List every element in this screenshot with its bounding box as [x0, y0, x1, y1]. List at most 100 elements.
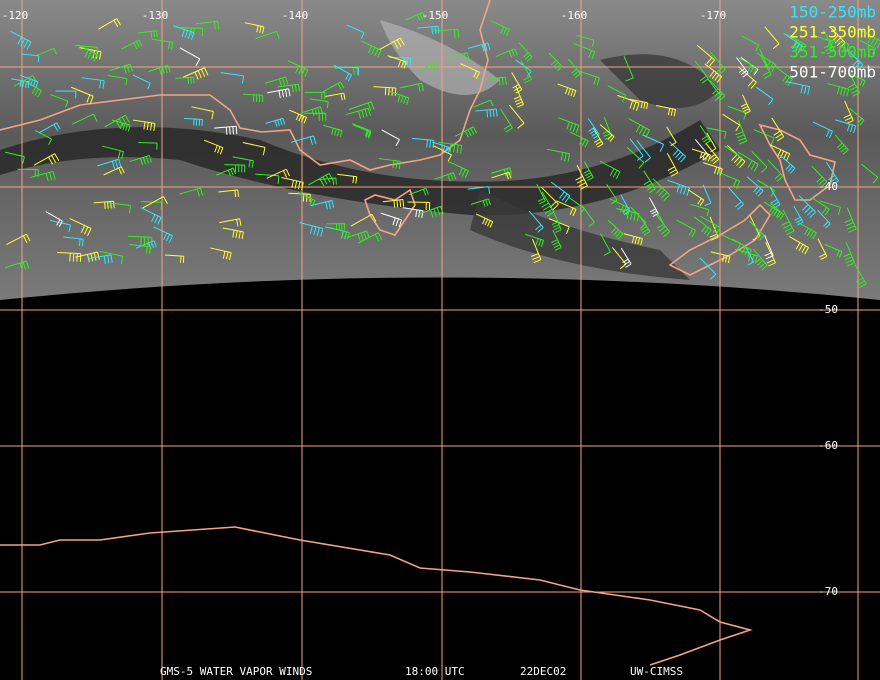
wind-barb — [346, 24, 365, 39]
wind-barb — [567, 196, 585, 215]
wind-barb — [575, 164, 588, 190]
wind-barb — [297, 192, 316, 207]
wind-barb — [178, 27, 203, 37]
wind-barb — [325, 92, 346, 101]
wind-barb — [70, 86, 94, 105]
wind-barb — [20, 74, 39, 88]
wind-barb — [789, 236, 809, 255]
wind-barb — [737, 151, 759, 172]
legend-entry: 351-500mb — [789, 43, 876, 62]
new-zealand-north-coast — [758, 123, 836, 201]
wind-barb — [531, 238, 542, 264]
wind-barb — [264, 76, 289, 87]
wind-barb — [636, 140, 652, 163]
wind-barb — [709, 51, 726, 76]
wind-barb — [301, 106, 323, 117]
wind-barb — [103, 166, 125, 176]
wind-barb — [277, 83, 300, 93]
wind-barb — [623, 55, 634, 82]
wind-barb — [797, 222, 817, 240]
latitude-label: -70 — [818, 585, 838, 598]
wind-barb — [418, 62, 439, 72]
wind-barb — [699, 125, 711, 145]
wind-barb — [380, 212, 403, 228]
wind-barb — [216, 167, 237, 177]
wind-barb — [322, 81, 345, 93]
wind-barb — [844, 207, 857, 233]
wind-barb — [408, 187, 429, 196]
wind-barb — [195, 20, 220, 30]
footer-source: UW-CIMSS — [630, 665, 683, 678]
footer-date: 22DEC02 — [520, 665, 566, 678]
wind-barb — [819, 200, 841, 215]
wind-barb — [69, 218, 92, 237]
wind-barb — [511, 72, 523, 94]
longitude-label: -150 — [422, 9, 449, 22]
wind-barb — [34, 129, 53, 146]
wind-barb — [350, 213, 377, 227]
wind-barb — [191, 106, 214, 120]
footer: GMS-5 WATER VAPOR WINDS 18:00 UTC 22DEC0… — [160, 665, 683, 678]
wind-barb — [817, 209, 831, 229]
wind-barb — [153, 226, 173, 243]
wind-barb — [281, 177, 304, 191]
wind-barb — [696, 44, 715, 67]
wind-barb — [587, 118, 600, 140]
wind-barb — [694, 60, 709, 84]
wind-barb — [783, 32, 803, 54]
wind-barb — [843, 100, 854, 125]
wind-barb — [548, 52, 563, 72]
wind-barb — [402, 207, 424, 218]
wind-barb — [45, 211, 63, 228]
wind-barb — [541, 191, 555, 217]
wind-barb — [556, 200, 577, 217]
wind-barb — [583, 161, 594, 181]
wind-barb — [607, 85, 627, 102]
wind-barb — [607, 219, 624, 240]
wind-barb — [36, 47, 57, 57]
wind-barb — [699, 257, 717, 281]
wind-barb — [727, 186, 744, 210]
wind-barb — [102, 145, 124, 160]
wind-barb — [308, 172, 334, 187]
wind-barb — [667, 179, 691, 196]
wind-barb — [736, 57, 749, 78]
wind-barb — [557, 83, 577, 98]
wind-barb — [467, 186, 491, 194]
dry-swirl — [600, 54, 720, 108]
wind-barb — [710, 251, 731, 264]
wind-barb — [438, 141, 463, 154]
wind-barb — [769, 144, 791, 161]
wind-barb — [666, 153, 679, 177]
wind-barb — [381, 129, 400, 147]
wind-barb — [740, 94, 751, 115]
wind-barb — [769, 202, 785, 220]
wind-barb — [567, 58, 581, 79]
wind-barb — [484, 76, 507, 86]
wind-barb — [518, 42, 533, 62]
footer-product: GMS-5 WATER VAPOR WINDS — [160, 665, 312, 678]
wind-barb — [738, 57, 758, 74]
wind-barb — [336, 66, 359, 76]
wind-barb — [222, 227, 244, 240]
wind-barb — [666, 126, 677, 147]
wind-barb — [135, 240, 157, 250]
wind-barb — [412, 137, 435, 149]
wind-barb — [75, 251, 100, 263]
wind-barb — [128, 235, 153, 246]
wind-barb — [602, 117, 613, 140]
wind-barb — [55, 90, 77, 99]
wind-barb — [569, 131, 589, 148]
longitude-label: -140 — [282, 9, 309, 22]
wind-barb — [827, 83, 850, 97]
wind-barb — [417, 205, 444, 218]
wind-barb — [138, 141, 158, 150]
wind-barb — [71, 113, 98, 125]
wind-barb — [655, 213, 671, 238]
wind-barb — [676, 219, 697, 238]
wind-barb — [405, 12, 426, 21]
wind-barb — [348, 101, 375, 111]
wind-barb — [691, 148, 711, 162]
